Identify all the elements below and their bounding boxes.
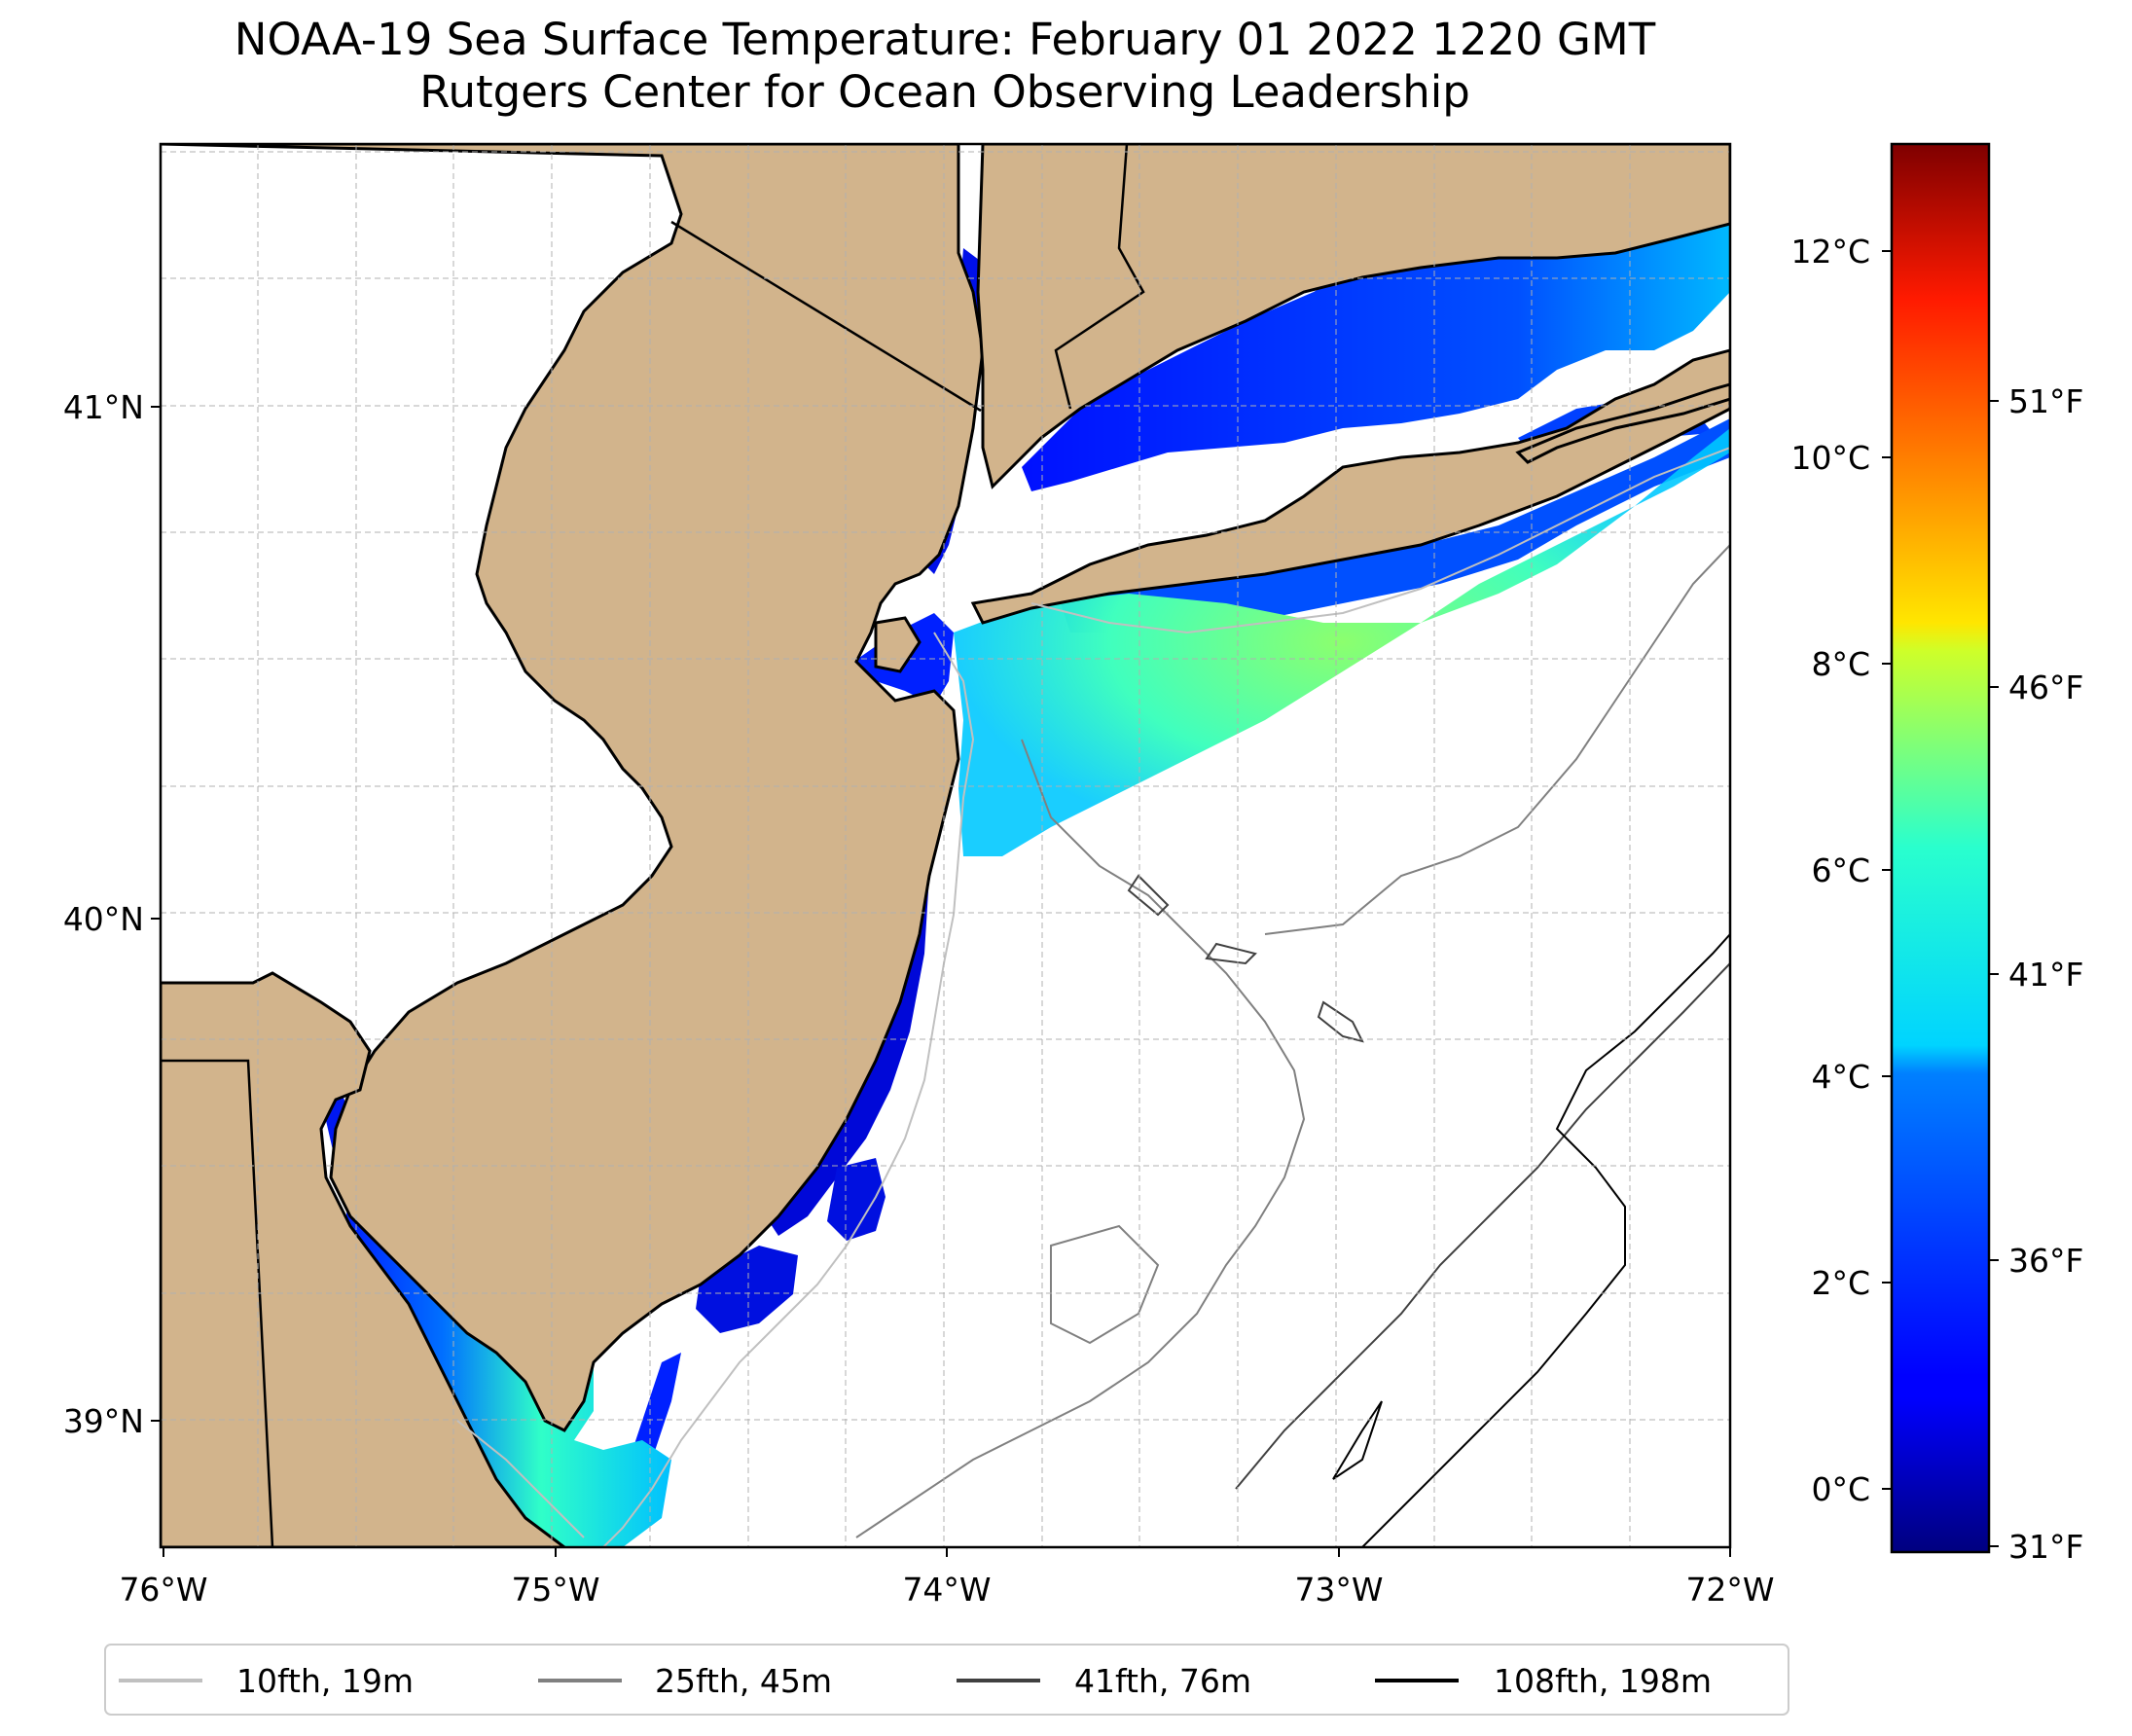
lon-tick-label: 73°W: [1294, 1571, 1383, 1609]
map-area: [161, 144, 1730, 1547]
sst-barnegat-offshore: [827, 1158, 885, 1241]
isobath-45m: [855, 544, 1730, 1538]
colorbar-celsius-label: 6°C: [1811, 851, 1870, 889]
new-jersey-land: [161, 144, 985, 1432]
colorbar-celsius-ticks: [1882, 250, 1892, 1490]
north-fork-land: [1515, 382, 1730, 464]
colorbar-celsius-label: 8°C: [1811, 645, 1870, 683]
colorbar-fahrenheit-label: 51°F: [2008, 382, 2083, 420]
colorbar-celsius-label: 12°C: [1790, 233, 1870, 271]
map-frame: [159, 142, 1732, 1549]
temperature-colorbar: [1890, 142, 1991, 1554]
lon-tick-label: 74°W: [902, 1571, 991, 1609]
delmarva-land: [161, 971, 567, 1547]
sst-long-island-sound: [1022, 204, 1730, 491]
colorbar-fahrenheit-ticks: [1989, 400, 1999, 1547]
long-island-land: [970, 348, 1730, 625]
state-boundary-ny-nj: [670, 220, 982, 413]
lon-tick-label: 75°W: [511, 1571, 599, 1609]
legend-label: 10fth, 19m: [236, 1662, 414, 1700]
map-gridlines: [161, 144, 1730, 1547]
isobath-legend: 10fth, 19m 25fth, 45m 41fth, 76m 108fth,…: [104, 1644, 1789, 1716]
legend-box: [104, 1644, 1789, 1716]
state-boundary-pa-nj: [1054, 144, 1145, 410]
isobath-19m: [456, 447, 1730, 1547]
isobath-198m: [1332, 933, 1730, 1547]
legend-label: 108fth, 198m: [1494, 1662, 1712, 1700]
legend-label: 25fth, 45m: [655, 1662, 832, 1700]
lon-tick-label: 72°W: [1685, 1571, 1774, 1609]
lat-tick-label: 39°N: [63, 1402, 144, 1440]
sst-ny-bight: [954, 428, 1730, 856]
lat-tick-label: 40°N: [63, 900, 144, 938]
map-subtitle: Rutgers Center for Ocean Observing Leade…: [419, 66, 1470, 118]
legend-label: 41fth, 76m: [1074, 1662, 1251, 1700]
colorbar-fahrenheit-label: 41°F: [2008, 956, 2083, 994]
new-york-land: [976, 144, 1730, 489]
colorbar-celsius-label: 0°C: [1811, 1470, 1870, 1508]
isobath-76m: [1127, 874, 1730, 1490]
colorbar-celsius-label: 4°C: [1811, 1058, 1870, 1096]
lat-tick-label: 41°N: [63, 388, 144, 426]
map-tick-marks: [151, 406, 1731, 1557]
colorbar-fahrenheit-label: 31°F: [2008, 1528, 2083, 1566]
colorbar-fahrenheit-label: 36°F: [2008, 1242, 2083, 1280]
lon-tick-label: 76°W: [119, 1571, 207, 1609]
map-title: NOAA-19 Sea Surface Temperature: Februar…: [235, 14, 1656, 65]
colorbar-celsius-label: 2°C: [1811, 1264, 1870, 1302]
state-boundary-de: [161, 1059, 274, 1547]
colorbar-fahrenheit-label: 46°F: [2008, 669, 2083, 706]
colorbar-celsius-label: 10°C: [1790, 439, 1870, 477]
